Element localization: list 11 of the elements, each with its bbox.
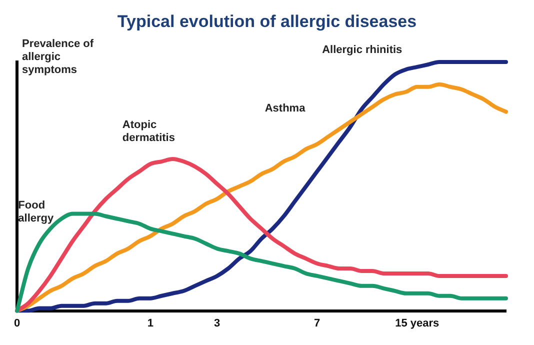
x-tick-label: 3 [214, 317, 220, 330]
x-tick-label: 7 [314, 317, 320, 330]
series-label: Atopic dermatitis [122, 119, 175, 144]
y-axis-title: Prevalence of allergic symptoms [22, 38, 95, 77]
x-tick-label: 1 [147, 317, 154, 330]
chart-title: Typical evolution of allergic diseases [116, 11, 418, 33]
text: Asthma [264, 102, 306, 115]
x-tick-label: 0 [14, 317, 20, 330]
x-tick-label: 15 years [395, 317, 440, 330]
series-label: Allergic rhinitis [322, 44, 402, 56]
series-label: Food allergy [18, 200, 55, 225]
